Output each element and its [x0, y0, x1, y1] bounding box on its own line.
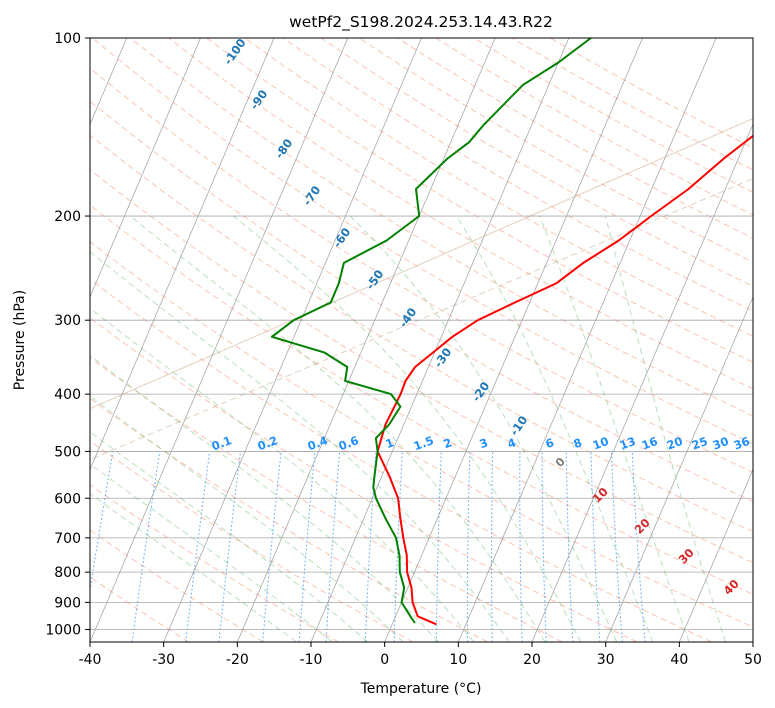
isotherm [531, 123, 753, 642]
x-tick-label: -10 [300, 652, 323, 668]
x-tick-label: -20 [226, 652, 249, 668]
x-tick-label: -30 [152, 652, 175, 668]
reference-curve [90, 118, 753, 410]
x-axis-label: Temperature (°C) [360, 681, 482, 697]
isotherm [236, 38, 496, 642]
dry-adiabat [90, 357, 563, 642]
y-tick-label: 200 [54, 209, 81, 225]
moist-adiabat [539, 215, 690, 642]
mixing-ratio-line [185, 451, 211, 642]
x-tick-label: 0 [380, 652, 389, 668]
mixing-ratio-label: 16 [640, 434, 660, 453]
isotherm [605, 295, 753, 642]
x-tick-label: 50 [744, 652, 762, 668]
dry-adiabat [282, 38, 753, 312]
background-lines [90, 38, 753, 642]
dry-adiabat [91, 38, 753, 445]
y-tick-label: 800 [54, 565, 81, 581]
mixing-ratio-label: 0.1 [210, 433, 234, 453]
x-tick-label: -40 [79, 652, 102, 668]
x-tick-label: 40 [670, 652, 688, 668]
dry-adiabat [90, 134, 753, 533]
x-tick-label: 10 [449, 652, 467, 668]
y-axis-label: Pressure (hPa) [12, 290, 28, 390]
mixing-ratio-label: 1.5 [412, 433, 436, 453]
dry-adiabat [90, 204, 753, 595]
plot-frame [89, 37, 754, 643]
grid-lines [90, 38, 753, 642]
y-tick-label: 1000 [45, 622, 81, 638]
mixing-ratio-label: 0.2 [256, 433, 280, 453]
dry-adiabat [90, 100, 753, 503]
y-axis-ticks: 100 200 300 400 500 600 700 800 900 1000 [45, 31, 90, 638]
isotherm [457, 38, 717, 642]
mixing-ratio-label: 13 [618, 434, 638, 453]
mixing-ratio-label: 36 [732, 434, 752, 453]
y-tick-label: 500 [54, 444, 81, 460]
x-tick-label: 30 [597, 652, 615, 668]
chart-title: wetPf2_S198.2024.253.14.43.R22 [289, 13, 553, 32]
mixing-ratio-label: 30 [711, 434, 731, 453]
y-tick-label: 300 [54, 313, 81, 329]
isotherm [310, 38, 570, 642]
mixing-ratio-line [218, 451, 241, 642]
y-tick-label: 600 [54, 491, 81, 507]
isotherm [90, 38, 349, 642]
mixing-ratio-label: 25 [690, 434, 710, 453]
y-tick-label: 700 [54, 531, 81, 547]
moist-adiabat [90, 395, 404, 642]
reference-curve [90, 178, 753, 461]
isotherm [678, 468, 753, 642]
mixing-ratio-label: 0.4 [306, 433, 330, 453]
moist-adiabat [90, 251, 510, 642]
moist-adiabat [604, 215, 726, 642]
isotherm [90, 38, 275, 471]
temperature-profile [376, 134, 753, 626]
y-tick-label: 900 [54, 595, 81, 611]
x-tick-label: 20 [523, 652, 541, 668]
dry-adiabat [90, 484, 339, 642]
mixing-ratio-line [90, 451, 114, 593]
dry-adiabat [90, 241, 753, 628]
dry-adiabat [90, 317, 638, 642]
y-tick-label: 100 [54, 31, 81, 47]
moist-adiabat [90, 307, 475, 642]
mixing-ratio-label: 10 [591, 434, 611, 453]
dry-adiabat [90, 278, 712, 642]
moist-adiabat [90, 492, 297, 642]
mixing-ratio-line [262, 451, 282, 642]
dry-adiabat [168, 38, 753, 390]
sounding-profiles [270, 38, 753, 626]
y-tick-label: 400 [54, 387, 81, 403]
moist-adiabat [233, 215, 582, 642]
mixing-ratio-label: 20 [665, 434, 685, 453]
moist-adiabat [349, 215, 618, 642]
dry-adiabat [90, 529, 264, 642]
isotherm [384, 38, 643, 642]
isotherm [90, 38, 201, 298]
moist-adiabat [129, 215, 546, 642]
x-axis-ticks: -40 -30 -20 -10 0 10 20 30 40 50 [79, 642, 762, 668]
isotherm [163, 38, 422, 642]
moist-adiabat [455, 215, 654, 642]
dewpoint-profile [270, 38, 592, 624]
dry-adiabat [244, 38, 753, 337]
moist-adiabat [90, 463, 333, 642]
dry-adiabat [130, 38, 753, 417]
mixing-ratio-label: 0.6 [337, 433, 361, 453]
